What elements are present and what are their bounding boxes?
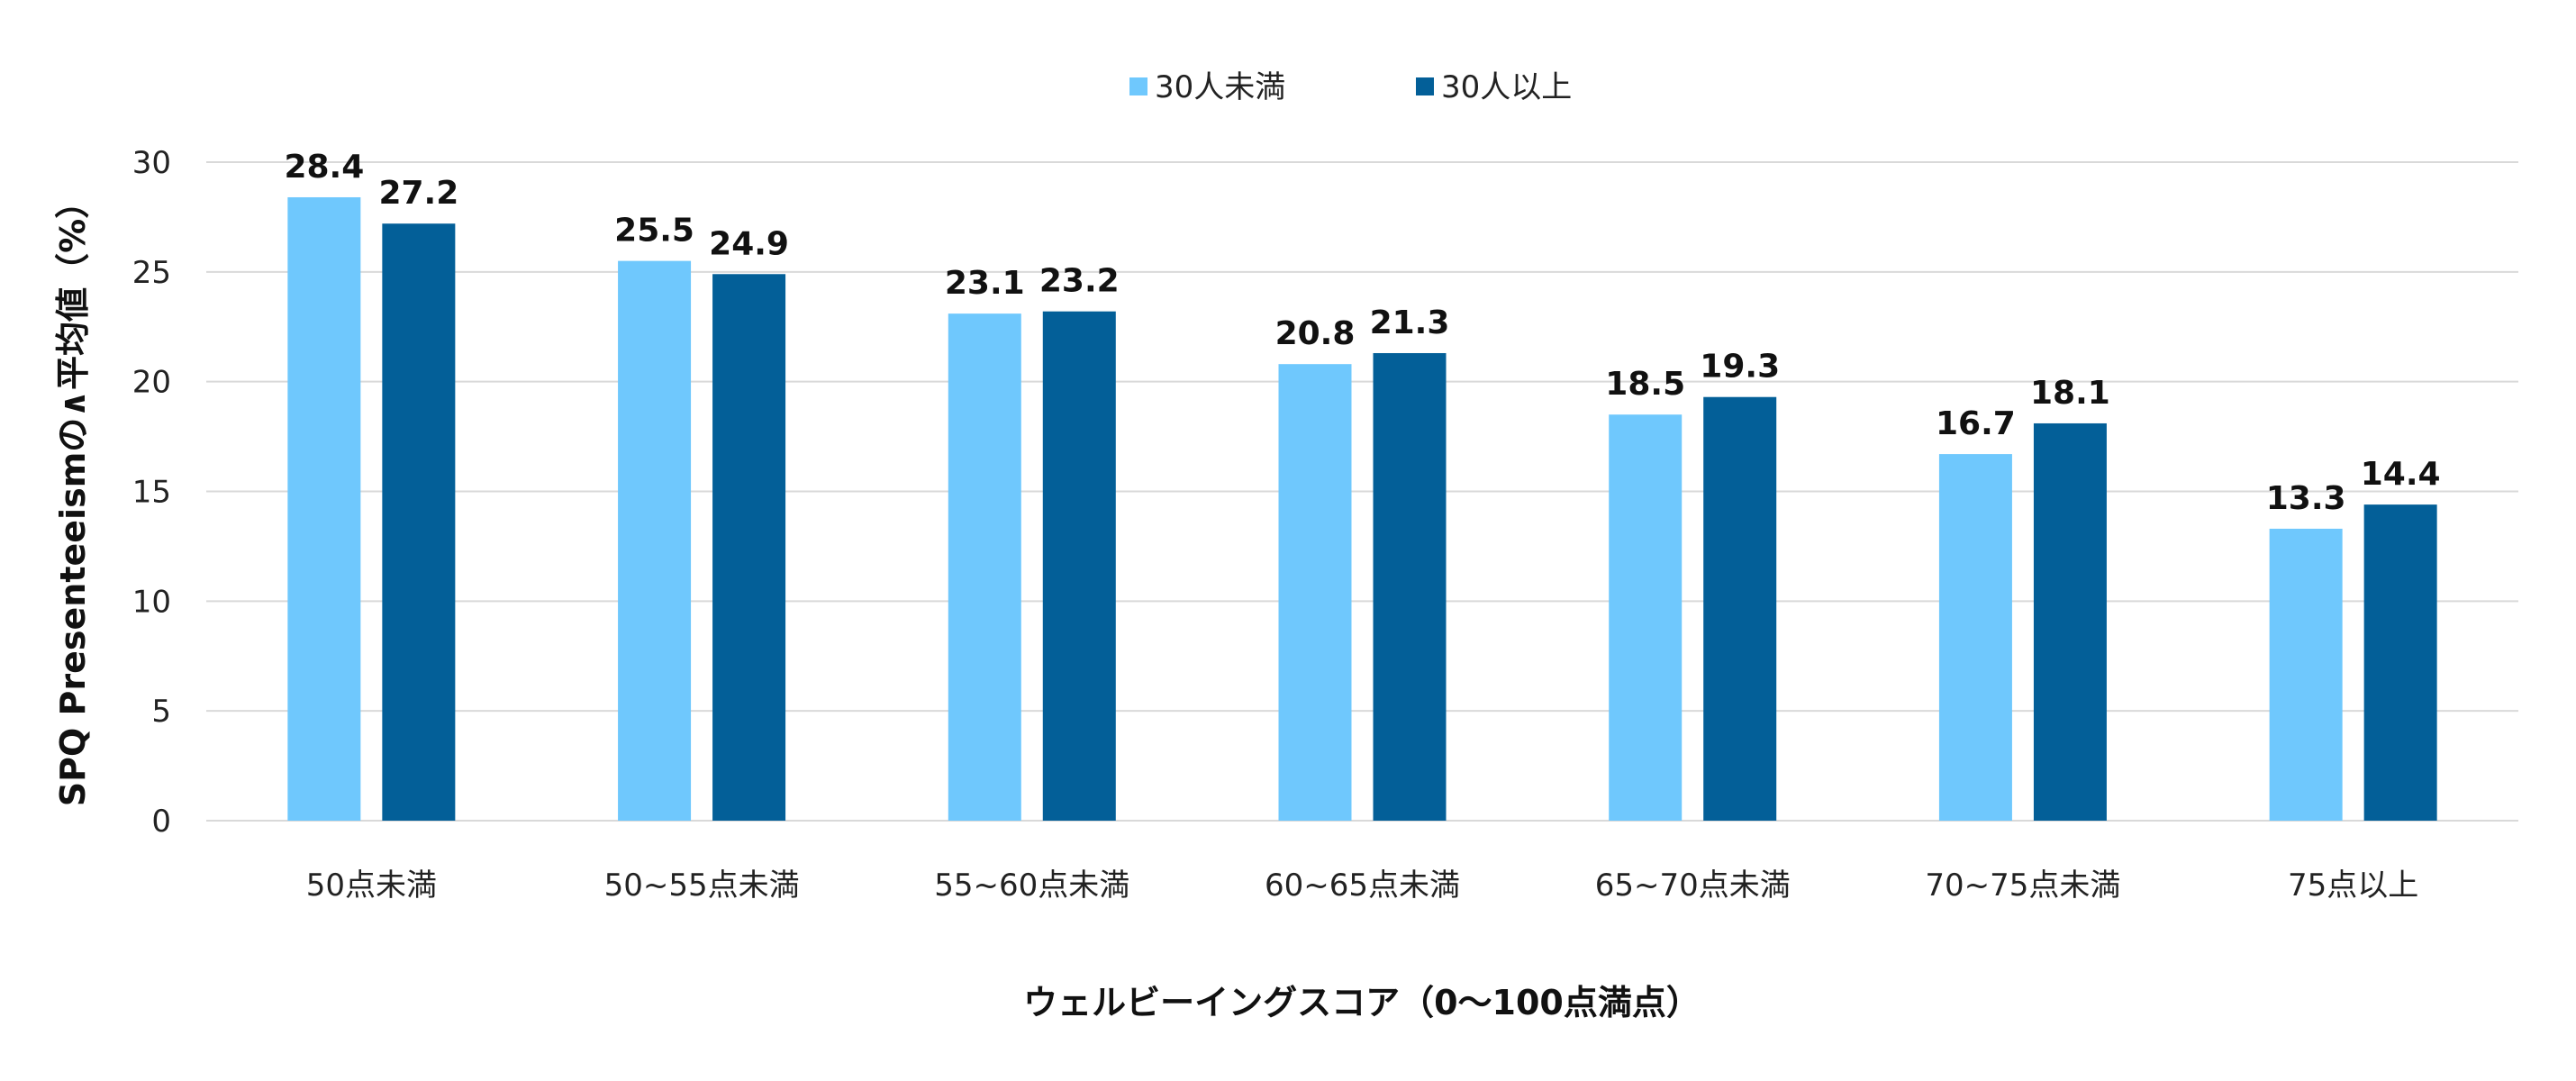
bar xyxy=(1703,396,1777,821)
legend-label: 30人以上 xyxy=(1441,69,1572,105)
data-label: 24.9 xyxy=(709,225,789,262)
x-tick-label: 60~65点未満 xyxy=(1265,868,1460,904)
x-tick-label: 65~70点未満 xyxy=(1595,868,1791,904)
y-axis-ticks: 0 5 10 15 20 25 30 xyxy=(132,145,171,840)
y-tick-label: 30 xyxy=(132,145,171,181)
y-tick-label: 0 xyxy=(151,804,171,840)
x-tick-label: 50点未満 xyxy=(306,868,437,904)
bar xyxy=(1042,311,1116,821)
bar xyxy=(1609,414,1683,821)
x-tick-label: 50~55点未満 xyxy=(604,868,800,904)
legend-swatch xyxy=(1416,77,1434,95)
x-tick-label: 75点以上 xyxy=(2288,868,2418,904)
y-tick-label: 10 xyxy=(132,584,171,620)
bar xyxy=(618,260,692,821)
bar xyxy=(2269,528,2343,821)
x-tick-label: 70~75点未満 xyxy=(1925,868,2120,904)
y-axis-title: SPQ Presenteeismの∧平均値（%） xyxy=(53,185,93,806)
bar xyxy=(1278,364,1352,821)
legend: 30人未満 30人以上 xyxy=(1129,69,1572,105)
data-label: 27.2 xyxy=(378,175,458,212)
y-tick-label: 5 xyxy=(151,694,171,730)
bars: 28.4 27.2 25.5 24.9 23.1 23.2 20.8 21.3 18.5 19.3… xyxy=(284,149,2441,821)
bar xyxy=(1373,352,1447,821)
y-tick-label: 20 xyxy=(132,365,171,401)
x-axis-title: ウェルビーイングスコア（0〜100点満点） xyxy=(1023,983,1701,1022)
data-label: 25.5 xyxy=(614,213,694,250)
x-axis-ticks: 50点未満 50~55点未満 55~60点未満 60~65点未満 65~70点未満 70~… xyxy=(306,868,2419,904)
data-label: 19.3 xyxy=(1700,349,1780,386)
data-label: 28.4 xyxy=(284,149,364,186)
y-tick-label: 15 xyxy=(132,475,171,511)
data-label: 14.4 xyxy=(2361,456,2441,493)
data-label: 13.3 xyxy=(2266,480,2346,517)
legend-swatch xyxy=(1129,77,1147,95)
bar xyxy=(2363,504,2437,821)
data-label: 20.8 xyxy=(1275,315,1356,352)
data-label: 23.1 xyxy=(945,265,1025,302)
bar xyxy=(712,274,786,821)
bar xyxy=(1938,454,2012,821)
bar xyxy=(2033,422,2107,821)
x-tick-label: 55~60点未満 xyxy=(934,868,1129,904)
bar xyxy=(948,313,1021,821)
data-label: 18.5 xyxy=(1605,366,1685,403)
data-label: 21.3 xyxy=(1370,304,1450,341)
y-tick-label: 25 xyxy=(132,255,171,291)
data-label: 23.2 xyxy=(1039,263,1120,300)
bar xyxy=(287,196,361,821)
legend-label: 30人未満 xyxy=(1155,69,1285,105)
data-label: 18.1 xyxy=(2030,375,2110,412)
data-label: 16.7 xyxy=(1936,405,2016,442)
bar xyxy=(382,223,456,821)
gridlines xyxy=(206,161,2518,822)
